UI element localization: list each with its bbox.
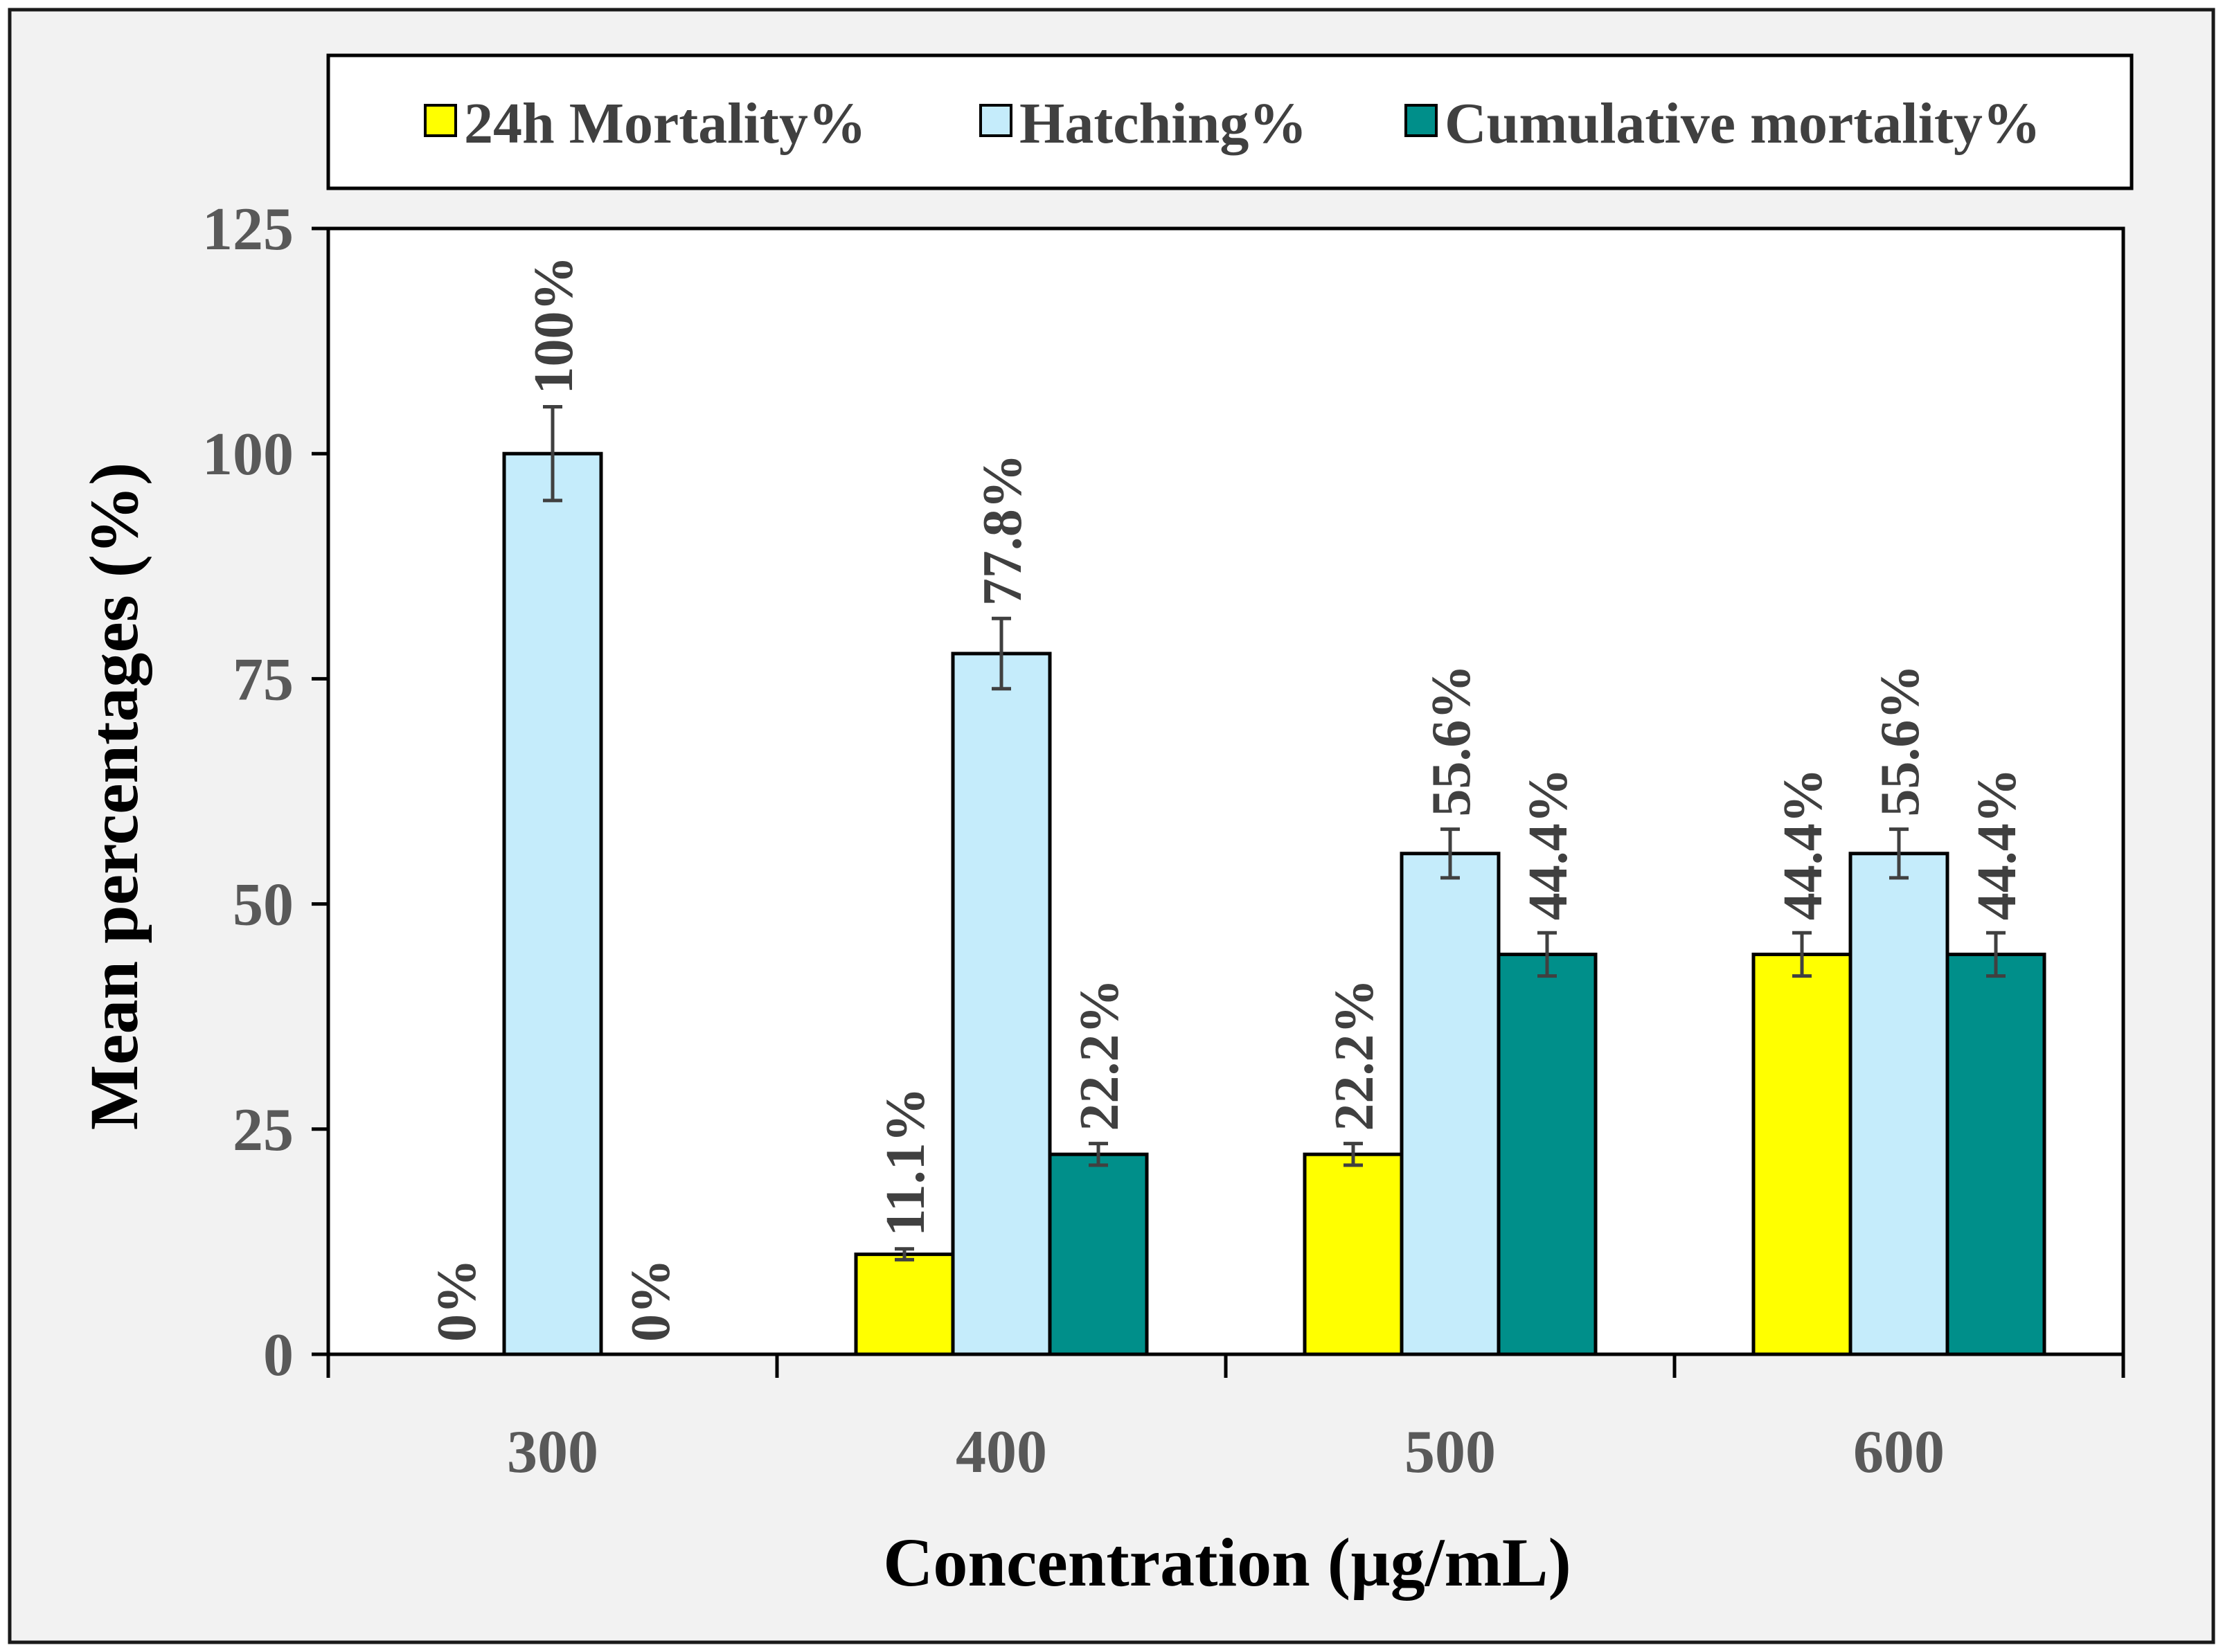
- y-tick-label: 50: [233, 872, 294, 939]
- bar: [1497, 952, 1598, 1356]
- legend: 24h Mortality% Hatching% Cumulative mortal…: [326, 53, 2134, 190]
- bar: [854, 1253, 955, 1356]
- data-label: 55.6%: [1870, 665, 1931, 817]
- data-label: 22.2%: [1324, 979, 1385, 1131]
- data-label: 44.4%: [1773, 768, 1834, 920]
- plot-area: 0 25 50 75 100 125 300 0% 100% 0% 400 11.1% 77.8% 22.…: [202, 196, 2125, 1486]
- bar: [1848, 852, 1949, 1356]
- data-label: 77.8%: [972, 454, 1033, 606]
- x-tick-label: 300: [507, 1419, 598, 1486]
- legend-label: Cumulative mortality%: [1445, 91, 2041, 156]
- x-axis-label: Concentration (µg/mL): [883, 1524, 1571, 1601]
- y-axis-label: Mean percentages (%): [75, 463, 152, 1131]
- data-label: 100%: [524, 256, 584, 395]
- legend-swatch: [424, 104, 457, 137]
- x-tick-label: 600: [1853, 1419, 1945, 1486]
- bar: [1945, 952, 2046, 1356]
- bar: [1303, 1152, 1404, 1356]
- y-tick-label: 75: [233, 646, 294, 713]
- y-tick-label: 0: [263, 1322, 294, 1389]
- x-tick-label: 400: [956, 1419, 1047, 1486]
- legend-swatch: [1404, 104, 1438, 137]
- bar: [1751, 952, 1852, 1356]
- y-tick-label: 100: [202, 421, 294, 488]
- y-tick-label: 125: [202, 196, 294, 263]
- legend-swatch: [979, 104, 1012, 137]
- legend-label: 24h Mortality%: [464, 91, 866, 156]
- bar: [1400, 852, 1501, 1356]
- bar: [502, 451, 603, 1356]
- legend-label: Hatching%: [1019, 91, 1307, 156]
- bar: [951, 652, 1052, 1356]
- x-tick-label: 500: [1404, 1419, 1496, 1486]
- data-label: 22.2%: [1069, 979, 1130, 1131]
- y-tick-label: 25: [233, 1097, 294, 1164]
- data-label: 44.4%: [1967, 768, 2028, 920]
- data-label: 0%: [427, 1259, 488, 1342]
- data-label: 0%: [621, 1259, 681, 1342]
- data-label: 55.6%: [1421, 665, 1482, 817]
- legend-frame: [326, 53, 2134, 190]
- data-label: 11.1%: [875, 1087, 936, 1237]
- bar: [1048, 1152, 1149, 1356]
- data-label: 44.4%: [1518, 768, 1579, 920]
